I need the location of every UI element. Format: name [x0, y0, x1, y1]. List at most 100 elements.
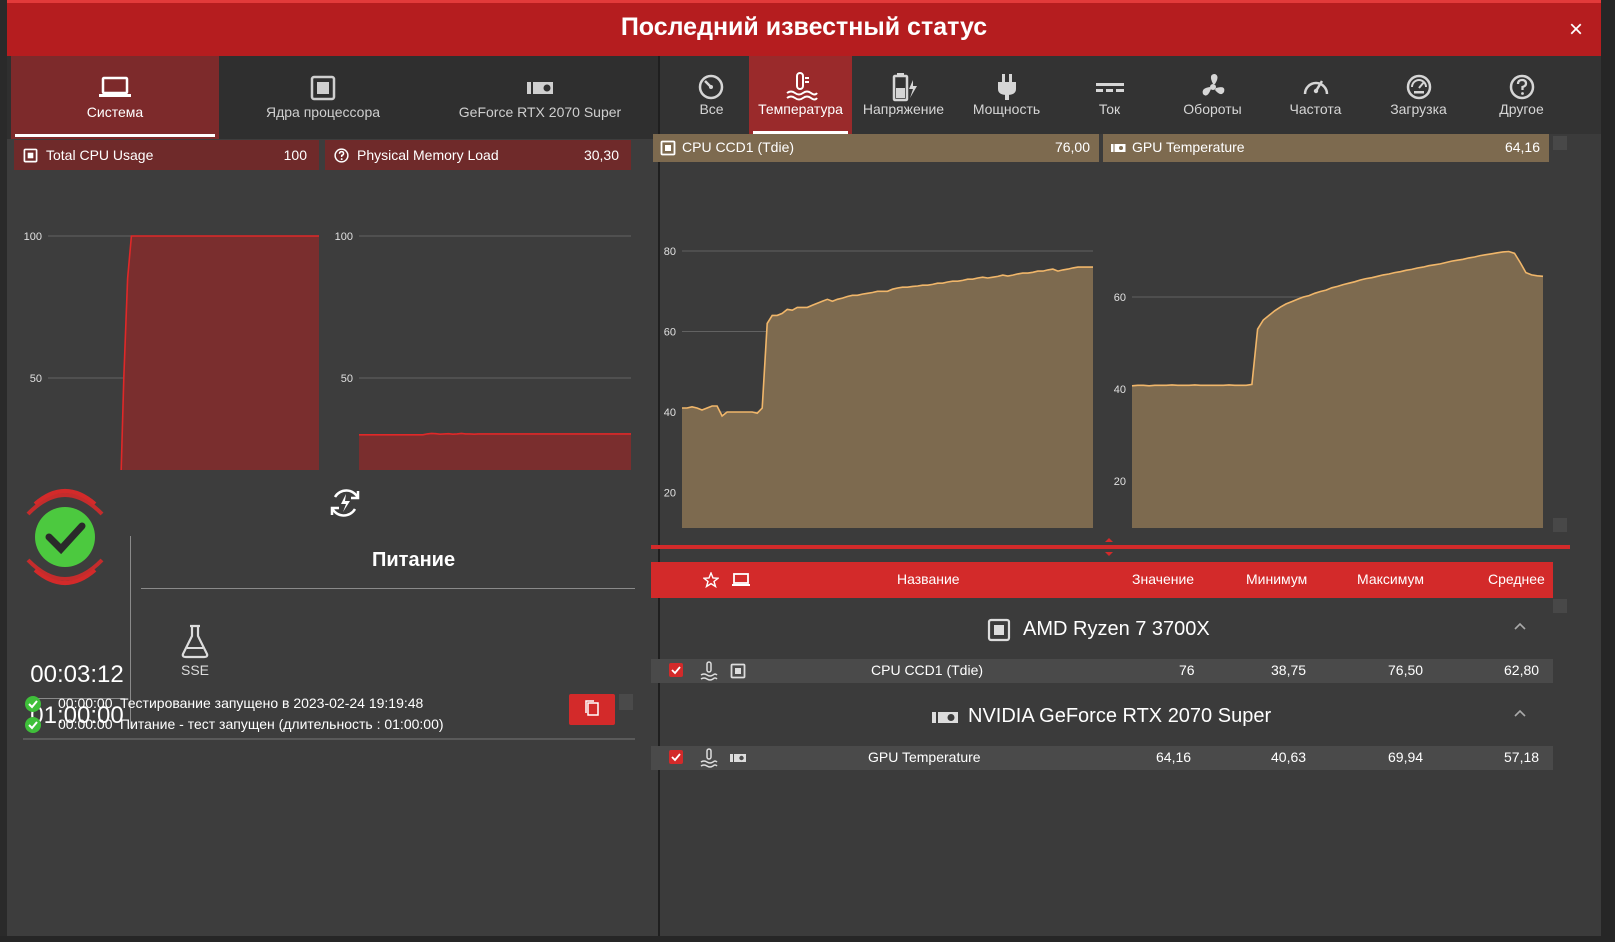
gpu-card-icon	[932, 712, 958, 723]
sensor-table-header: Название Значение Минимум Максимум Средн…	[651, 562, 1553, 598]
y-tick-label: 40	[664, 407, 676, 419]
series-area	[359, 433, 631, 470]
chevron-up-icon[interactable]	[1513, 707, 1527, 721]
tab-voltage[interactable]: Напряжение	[852, 56, 955, 134]
tab-gpu[interactable]: GeForce RTX 2070 Super	[427, 56, 653, 139]
column-header-max[interactable]: Максимум	[1357, 571, 1424, 587]
device-group-cpu[interactable]: AMD Ryzen 7 3700X	[651, 608, 1553, 652]
tab-label: Все	[699, 101, 724, 117]
title-bar: Последний известный статус ×	[7, 0, 1601, 56]
laptop-icon[interactable]	[731, 572, 751, 588]
total-duration: 01:00:00	[30, 702, 124, 729]
thermometer-icon	[700, 661, 718, 681]
graph-name: Total CPU Usage	[46, 147, 154, 163]
device-group-gpu[interactable]: NVIDIA GeForce RTX 2070 Super	[651, 695, 1553, 739]
graph-value: 100	[283, 147, 307, 163]
success-check-icon	[25, 696, 41, 712]
success-check-icon	[25, 717, 41, 733]
sensor-name: GPU Temperature	[868, 749, 981, 765]
column-header-value[interactable]: Значение	[1132, 571, 1195, 587]
series-line	[682, 266, 1093, 418]
y-tick-label: 60	[1114, 292, 1126, 304]
graph-name: Physical Memory Load	[357, 147, 499, 163]
laptop-icon	[99, 76, 131, 97]
log-message: Питание - тест запущен (длительность : 0…	[120, 716, 444, 732]
sensor-value: 64,16	[1156, 749, 1192, 765]
graph-name: CPU CCD1 (Tdie)	[682, 139, 795, 155]
column-header-name[interactable]: Название	[897, 571, 960, 587]
log-message: Тестирование запущено в 2023-02-24 19:19…	[120, 695, 424, 711]
test-divider	[141, 588, 635, 589]
instruction-set-label: SSE	[180, 662, 209, 678]
sensor-avg: 62,80	[1504, 662, 1540, 678]
thermometer-icon	[786, 72, 818, 101]
tab-temperature[interactable]: Температура	[749, 56, 852, 134]
resize-arrows-icon	[1105, 538, 1113, 556]
log-scrollbar[interactable]	[619, 694, 633, 710]
background-strip-right	[1601, 0, 1615, 942]
pane-divider	[658, 56, 660, 936]
device-tabs: Система Ядра процессора	[7, 56, 658, 139]
panel-splitter[interactable]	[651, 545, 1570, 549]
graph-scroll-down[interactable]	[1553, 518, 1567, 532]
row-checkbox[interactable]	[669, 663, 683, 677]
tab-load[interactable]: Загрузка	[1367, 56, 1470, 134]
tab-system-label: Система	[86, 104, 144, 120]
log-divider	[23, 738, 635, 740]
y-tick-label: 100	[335, 231, 353, 243]
sensor-avg: 57,18	[1504, 749, 1540, 765]
timer-divider	[29, 698, 125, 699]
tab-system[interactable]: Система	[11, 56, 219, 139]
tab-label: Температура	[758, 101, 843, 117]
cpu-chip-icon	[660, 140, 676, 156]
table-scroll-up[interactable]	[1553, 599, 1567, 613]
y-tick-label: 40	[1114, 384, 1126, 396]
graph-name: GPU Temperature	[1132, 139, 1245, 155]
graph-value: 76,00	[1054, 139, 1090, 155]
chevron-up-icon[interactable]	[1513, 620, 1527, 634]
copy-log-button[interactable]	[569, 694, 615, 725]
table-row[interactable]: GPU Temperature 64,16 40,63 69,94 57,18	[651, 746, 1553, 770]
tab-fan-speed[interactable]: Обороты	[1161, 56, 1264, 134]
thermometer-icon	[700, 748, 718, 768]
question-icon	[334, 148, 349, 163]
tab-label: Частота	[1289, 101, 1342, 117]
star-icon[interactable]	[703, 572, 719, 588]
tab-cpu-cores[interactable]: Ядра процессора	[219, 56, 427, 139]
tab-all[interactable]: Все	[660, 56, 763, 134]
series-area	[121, 236, 319, 470]
sensor-min: 38,75	[1271, 662, 1307, 678]
tab-cpu-cores-label: Ядра процессора	[265, 104, 381, 120]
dialog-title: Последний известный статус	[620, 13, 988, 41]
log-time: 00:00:00	[58, 716, 113, 732]
tab-power[interactable]: Мощность	[955, 56, 1058, 134]
y-tick-label: 80	[664, 246, 676, 258]
device-name: AMD Ryzen 7 3700X	[1023, 618, 1210, 640]
elapsed-time: 00:03:12	[30, 661, 124, 688]
tab-other[interactable]: Другое	[1470, 56, 1573, 134]
active-tab-indicator	[15, 134, 215, 137]
column-header-min[interactable]: Минимум	[1246, 571, 1308, 587]
cpu-chip-icon	[310, 75, 336, 101]
gpu-card-icon	[1111, 144, 1126, 152]
tab-frequency[interactable]: Частота	[1264, 56, 1367, 134]
graph-scroll-up[interactable]	[1553, 136, 1567, 150]
cpu-chip-icon	[23, 148, 38, 163]
status-dialog: Последний известный статус × Система	[7, 0, 1601, 936]
gpu-card-icon	[730, 754, 746, 762]
system-pane: Система Ядра процессора	[7, 56, 658, 936]
fan-icon	[1202, 74, 1225, 96]
flask-icon	[181, 624, 209, 659]
table-row[interactable]: CPU CCD1 (Tdie) 76 38,75 76,50 62,80	[651, 659, 1553, 683]
column-header-avg[interactable]: Среднее	[1488, 571, 1545, 587]
cpu-chip-icon	[730, 663, 746, 679]
close-icon: ×	[1568, 16, 1583, 43]
sensor-pane: Все Температура	[651, 56, 1601, 936]
tab-current[interactable]: Ток	[1058, 56, 1161, 134]
background-strip-left	[0, 0, 7, 942]
row-checkbox[interactable]	[669, 750, 683, 764]
close-button[interactable]: ×	[1565, 18, 1587, 42]
tab-label: Мощность	[972, 101, 1041, 117]
